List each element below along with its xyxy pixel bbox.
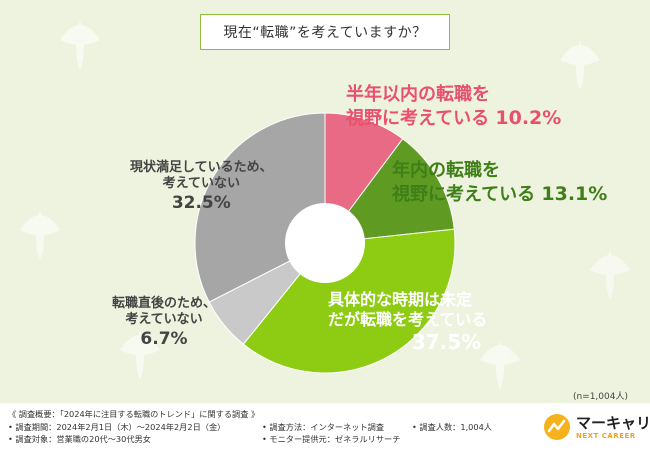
sample-size-note: (n=1,004人)	[572, 392, 628, 402]
survey-provider: • モニター提供元：ゼネラルリサーチ	[262, 434, 401, 444]
label-slice-3: 転職直後のため、 考えていない 6.7%	[112, 296, 217, 349]
survey-method: • 調査方法：インターネット調査	[262, 422, 385, 432]
logo-name: マーキャリ	[576, 414, 650, 432]
survey-overview: 《 調査概要：「2024年に注目する転職のトレンド」に関する調査 》	[8, 409, 260, 419]
donut-chart	[194, 112, 456, 374]
label-slice-4: 現状満足しているため、 考えていない 32.5%	[130, 160, 273, 213]
pie-slice-1	[323, 138, 455, 244]
label-slice-1: 年内の転職を 視野に考えている 13.1%	[392, 160, 608, 205]
background-pattern	[20, 20, 630, 390]
logo-mark-icon	[544, 414, 570, 440]
label-slice-2: 具体的な時期は未定 だが転職を考えている 37.5%	[328, 290, 488, 354]
survey-period: • 調査期間：2024年2月1日（木）〜2024年2月2日（金）	[8, 422, 226, 432]
brand-logo: マーキャリ NEXT CAREER	[542, 410, 650, 444]
survey-count: • 調査人数：1,004人	[412, 422, 492, 432]
chart-title: 現在“転職”を考えていますか？	[200, 14, 450, 50]
pie-slice-2	[242, 228, 456, 374]
donut-hole	[285, 203, 365, 283]
label-slice-0: 半年以内の転職を 視野に考えている 10.2%	[346, 84, 562, 129]
logo-subtitle: NEXT CAREER	[576, 432, 636, 440]
survey-footer: 《 調査概要：「2024年に注目する転職のトレンド」に関する調査 》 • 調査期…	[0, 403, 650, 450]
survey-target: • 調査対象：営業職の20代〜30代男女	[8, 434, 151, 444]
